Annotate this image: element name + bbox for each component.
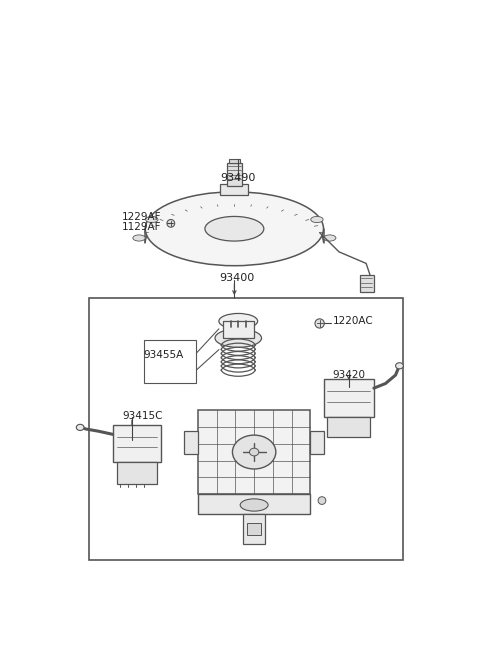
Bar xyxy=(227,162,242,185)
Bar xyxy=(360,275,374,292)
Bar xyxy=(327,417,370,437)
Ellipse shape xyxy=(396,363,403,369)
Ellipse shape xyxy=(311,216,323,223)
Circle shape xyxy=(167,219,175,227)
Text: 1129AF: 1129AF xyxy=(122,222,161,232)
Circle shape xyxy=(315,319,324,328)
Ellipse shape xyxy=(76,424,84,430)
Ellipse shape xyxy=(232,435,276,469)
Ellipse shape xyxy=(219,314,258,329)
Bar xyxy=(184,431,198,454)
Text: 1229AF: 1229AF xyxy=(122,212,161,222)
Text: 93420: 93420 xyxy=(333,369,366,380)
Bar xyxy=(198,495,311,514)
Ellipse shape xyxy=(145,192,324,266)
Ellipse shape xyxy=(215,329,262,347)
Ellipse shape xyxy=(133,235,145,241)
Bar xyxy=(113,425,161,462)
Ellipse shape xyxy=(318,496,326,504)
Ellipse shape xyxy=(240,499,268,511)
Text: 1220AC: 1220AC xyxy=(333,316,373,326)
Bar xyxy=(324,379,374,417)
Ellipse shape xyxy=(145,216,158,223)
Bar xyxy=(243,514,265,544)
Bar xyxy=(220,184,248,195)
Ellipse shape xyxy=(324,235,336,241)
Ellipse shape xyxy=(250,448,259,456)
Bar xyxy=(229,159,240,163)
Text: 93400: 93400 xyxy=(219,273,254,284)
Bar xyxy=(223,321,254,338)
Bar xyxy=(117,462,157,483)
Bar xyxy=(198,409,311,495)
Text: 93455A: 93455A xyxy=(144,350,184,360)
Text: 93415C: 93415C xyxy=(122,411,163,421)
Bar xyxy=(144,341,196,383)
Text: 93490: 93490 xyxy=(220,174,256,183)
Bar xyxy=(247,523,261,535)
Ellipse shape xyxy=(205,216,264,241)
Bar xyxy=(311,431,324,454)
Bar xyxy=(89,298,403,560)
